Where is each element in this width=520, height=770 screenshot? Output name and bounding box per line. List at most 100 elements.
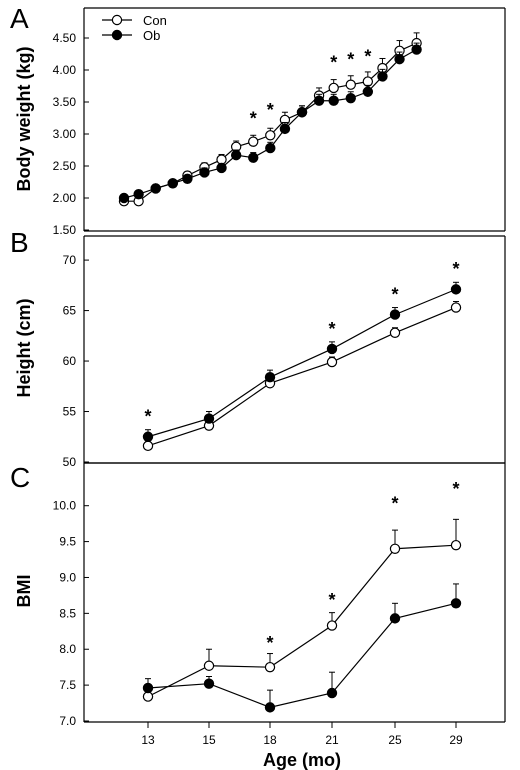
significance-asterisk: * bbox=[250, 108, 257, 128]
y-tick-label: 50 bbox=[63, 455, 77, 469]
significance-asterisk: * bbox=[328, 590, 335, 610]
y-tick-label: 8.5 bbox=[59, 606, 76, 620]
y-tick-label: 9.5 bbox=[59, 535, 76, 549]
data-point-ob bbox=[296, 107, 308, 118]
significance-asterisk: * bbox=[391, 284, 398, 304]
data-point-con bbox=[389, 543, 401, 554]
data-point-ob bbox=[326, 687, 338, 699]
y-tick-label: 70 bbox=[63, 253, 77, 267]
significance-asterisk: * bbox=[347, 50, 354, 70]
legend-marker-con bbox=[111, 14, 123, 26]
x-tick-label: 29 bbox=[449, 733, 463, 747]
data-point-ob bbox=[203, 678, 215, 689]
legend-label-ob: Ob bbox=[143, 28, 160, 43]
significance-asterisk: * bbox=[144, 407, 151, 427]
data-point-con bbox=[142, 691, 154, 702]
data-point-ob bbox=[118, 192, 130, 204]
y-tick-label: 65 bbox=[63, 304, 77, 318]
y-axis-title: Body weight (kg) bbox=[14, 47, 34, 192]
data-point-ob bbox=[150, 183, 161, 194]
y-tick-label: 9.0 bbox=[59, 570, 76, 584]
series-line-con bbox=[124, 42, 417, 202]
legend-label-con: Con bbox=[143, 13, 167, 28]
y-tick-label: 4.50 bbox=[53, 31, 77, 45]
data-point-ob bbox=[264, 702, 276, 713]
y-tick-label: 10.0 bbox=[53, 499, 77, 513]
data-point-ob bbox=[133, 188, 144, 200]
y-tick-label: 4.00 bbox=[53, 63, 77, 77]
data-point-ob bbox=[326, 343, 338, 355]
series-ob bbox=[142, 583, 462, 713]
y-tick-label: 60 bbox=[63, 354, 77, 368]
panel-label: C bbox=[10, 462, 30, 493]
data-point-ob bbox=[394, 53, 405, 65]
data-point-ob bbox=[389, 309, 401, 320]
series-con bbox=[142, 300, 462, 452]
data-point-ob bbox=[216, 162, 227, 174]
data-point-ob bbox=[142, 431, 154, 442]
data-point-ob bbox=[248, 152, 259, 163]
data-point-con bbox=[328, 82, 339, 94]
significance-asterisk: * bbox=[330, 53, 337, 73]
y-axis-title: Height (cm) bbox=[14, 298, 34, 397]
significance-asterisk: * bbox=[266, 633, 273, 653]
data-point-ob bbox=[313, 95, 325, 106]
data-point-ob bbox=[345, 92, 356, 104]
significance-asterisk: * bbox=[391, 493, 398, 513]
panel-b: B 50 55 60 65 70 Height (cm) * * * * bbox=[10, 227, 506, 469]
y-tick-label: 7.0 bbox=[59, 714, 76, 728]
data-point-con bbox=[345, 79, 356, 90]
y-tick-label: 1.50 bbox=[53, 223, 77, 237]
data-point-con bbox=[326, 620, 338, 631]
data-point-con bbox=[265, 130, 276, 141]
data-point-ob bbox=[167, 178, 178, 189]
x-tick-label: 21 bbox=[325, 733, 339, 747]
data-point-ob bbox=[411, 44, 422, 55]
data-point-ob bbox=[265, 142, 276, 154]
y-tick-label: 3.00 bbox=[53, 127, 77, 141]
data-point-ob bbox=[230, 149, 242, 161]
series-line-con bbox=[147, 306, 457, 447]
y-tick-label: 7.5 bbox=[59, 678, 76, 692]
series-line-ob bbox=[123, 48, 417, 199]
series-ob bbox=[142, 281, 462, 442]
data-point-ob bbox=[377, 71, 388, 82]
data-point-con bbox=[450, 539, 462, 551]
data-point-ob bbox=[142, 682, 154, 694]
y-tick-label: 8.0 bbox=[59, 642, 76, 656]
y-tick-label: 3.50 bbox=[53, 95, 77, 109]
series-line-con bbox=[147, 544, 457, 698]
series-line-ob bbox=[147, 602, 457, 708]
data-point-ob bbox=[182, 173, 193, 184]
significance-asterisk: * bbox=[267, 100, 274, 120]
data-point-ob bbox=[389, 613, 401, 624]
panel-a: A 1.50 2.00 2.50 3.00 3.50 4.00 4.50 Body weight… bbox=[10, 3, 506, 237]
y-tick-label: 2.00 bbox=[53, 191, 77, 205]
series-line-ob bbox=[147, 288, 457, 438]
data-point-ob bbox=[328, 95, 339, 106]
panel-label: B bbox=[10, 227, 29, 258]
x-tick-label: 25 bbox=[388, 733, 402, 747]
panel-c: C 7.0 7.5 8.0 8.5 9.0 9.5 10.0 BMI * * * * bbox=[10, 462, 506, 728]
data-point-con bbox=[389, 327, 401, 338]
y-tick-label: 55 bbox=[63, 405, 77, 419]
data-point-ob bbox=[203, 413, 215, 424]
data-point-con bbox=[326, 356, 338, 368]
x-tick-label: 18 bbox=[263, 733, 277, 747]
series-ob bbox=[118, 42, 422, 204]
data-point-con bbox=[203, 660, 215, 671]
series-con bbox=[142, 518, 462, 702]
y-axis-title: BMI bbox=[14, 575, 34, 608]
data-point-con bbox=[264, 661, 276, 673]
panel-label: A bbox=[10, 3, 29, 34]
data-point-con bbox=[248, 136, 259, 147]
data-point-ob bbox=[450, 284, 462, 295]
data-point-ob bbox=[362, 86, 374, 97]
significance-asterisk: * bbox=[328, 319, 335, 339]
data-point-con bbox=[450, 302, 462, 313]
x-axis-title: Age (mo) bbox=[263, 750, 341, 770]
significance-asterisk: * bbox=[364, 46, 371, 66]
